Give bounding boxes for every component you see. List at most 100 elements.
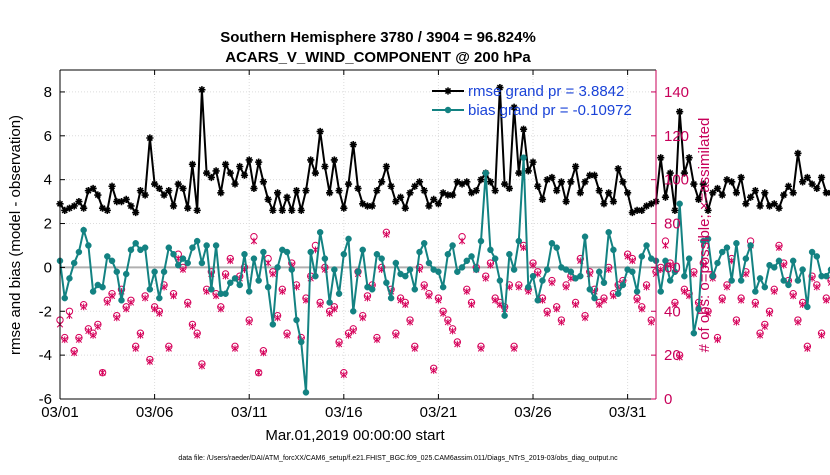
bias-point [179, 255, 187, 262]
obs-assimilated-point [383, 231, 390, 238]
obs-assimilated-point [71, 349, 78, 357]
bias-point [529, 272, 537, 280]
rmse-point [259, 178, 267, 186]
rmse-point [411, 182, 419, 190]
obs-assimilated-point [562, 283, 570, 291]
rmse-point [184, 204, 192, 212]
rmse-point [723, 176, 731, 184]
rmse-point [155, 184, 163, 193]
obs-assimilated-point [411, 345, 418, 352]
rmse-point [780, 191, 788, 199]
rmse-point [302, 187, 310, 195]
rmse-point [297, 206, 305, 214]
bias-point [586, 286, 594, 293]
bias-point [387, 294, 395, 302]
bias-point [780, 277, 787, 284]
bias-point [307, 248, 314, 256]
bias-point [614, 290, 622, 297]
bias-point [808, 248, 816, 256]
rmse-point [605, 189, 613, 197]
rmse-point [567, 178, 575, 186]
rmse-point [245, 156, 253, 164]
bias-point [283, 248, 291, 256]
obs-assimilated-point [482, 275, 489, 282]
bias-point [666, 277, 674, 284]
rmse-point [562, 198, 570, 206]
obs-assimilated-point [127, 299, 135, 306]
obs-assimilated-point [667, 261, 674, 269]
bias-point [813, 253, 821, 260]
bias-point [416, 248, 423, 256]
obs-assimilated-point [264, 259, 272, 267]
bias-point [184, 259, 191, 267]
bias-point [99, 283, 106, 291]
obs-assimilated-point [752, 301, 759, 309]
obs-assimilated-point [756, 332, 764, 339]
bias-point [245, 288, 253, 295]
obs-assimilated-point [463, 288, 470, 295]
bias-point [506, 250, 513, 258]
bias-point [151, 268, 158, 276]
rmse-point [718, 191, 726, 199]
legend-rmse-marker [444, 87, 452, 95]
y-tick-label-left: 2 [44, 216, 52, 233]
y-axis-label-right: # of obs: o=possible; ×=assimilated [696, 118, 713, 353]
bias-point [520, 154, 527, 161]
obs-assimilated-point [75, 336, 83, 344]
rmse-point [368, 202, 376, 210]
obs-assimilated-point [477, 345, 485, 352]
obs-assimilated-point [421, 283, 428, 291]
bias-point [212, 242, 220, 249]
bias-point [567, 268, 575, 276]
obs-assimilated-point [359, 314, 366, 322]
obs-assimilated-point [170, 292, 177, 300]
obs-assimilated-point [165, 345, 172, 352]
rmse-point [817, 173, 826, 182]
rmse-point [590, 171, 599, 179]
rmse-point [307, 156, 315, 164]
obs-assimilated-point [137, 332, 144, 339]
obs-assimilated-point [444, 318, 452, 326]
obs-assimilated-point [302, 296, 310, 304]
rmse-point [378, 178, 386, 186]
bias-point [316, 229, 324, 236]
bias-point [595, 268, 603, 276]
bias-point [156, 294, 163, 302]
obs-assimilated-point [648, 318, 655, 326]
bias-point [250, 255, 258, 262]
obs-assimilated-point [231, 345, 239, 352]
bias-point [690, 329, 698, 337]
bias-point [553, 244, 560, 251]
rmse-point [212, 167, 220, 175]
bias-point [350, 308, 357, 315]
rmse-point [151, 180, 159, 188]
bias-point [718, 248, 726, 256]
obs-assimilated-point [217, 305, 224, 313]
obs-assimilated-point [662, 242, 669, 249]
obs-assimilated-point [402, 301, 409, 309]
bias-point [737, 277, 745, 284]
obs-assimilated-point [638, 305, 645, 313]
rmse-point [761, 189, 769, 197]
bias-point [804, 303, 811, 311]
bias-point [269, 321, 277, 328]
obs-assimilated-point [548, 279, 556, 287]
rmse-point [269, 206, 277, 214]
rmse-point [548, 173, 556, 182]
rmse-point [316, 127, 324, 136]
rmse-point [799, 178, 807, 186]
rmse-point [344, 180, 353, 188]
bias-point [633, 288, 641, 295]
bias-point [728, 277, 735, 284]
rmse-point [519, 125, 528, 133]
rmse-point [240, 171, 249, 179]
obs-assimilated-point [458, 237, 466, 245]
bias-point [104, 253, 111, 260]
bias-point [411, 286, 419, 293]
bias-point [638, 253, 646, 260]
obs-assimilated-point [260, 349, 267, 357]
legend-rmse-label: rmse grand pr = 3.8842 [468, 83, 624, 100]
bias-point [714, 259, 721, 267]
obs-assimilated-point [222, 272, 229, 280]
